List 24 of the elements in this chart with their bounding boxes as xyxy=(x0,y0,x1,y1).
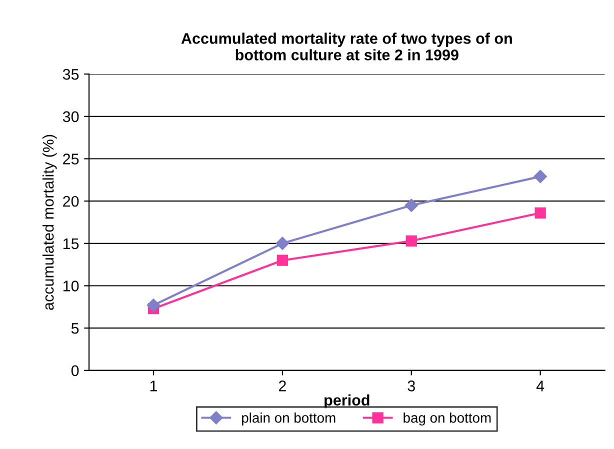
point xyxy=(276,236,290,250)
chart-title: Accumulated mortality rate of two types of on bottom culture at site 2 in 1999 xyxy=(181,32,512,60)
point xyxy=(404,198,418,212)
point xyxy=(534,170,547,184)
y-tick-label: 25 xyxy=(63,154,79,164)
x-tick-label: 2 xyxy=(278,380,286,392)
point xyxy=(534,207,546,218)
y-tick-label: 0 xyxy=(71,365,79,376)
x-tick-label: 1 xyxy=(150,380,158,392)
point xyxy=(276,254,288,266)
point xyxy=(406,235,417,246)
point xyxy=(146,298,160,312)
y-tick-label: 20 xyxy=(63,196,79,207)
legend-label: plain on bottom xyxy=(242,412,336,426)
y-tick-label: 35 xyxy=(62,68,79,80)
legend-label: bag on bottom xyxy=(404,412,491,426)
y-tick-label: 30 xyxy=(62,111,79,122)
y-tick-label: 5 xyxy=(71,323,79,334)
y-axis-title: accumulated mortality (%) xyxy=(42,134,57,310)
y-tick-label: 15 xyxy=(63,238,79,250)
x-tick-label: 4 xyxy=(536,380,544,392)
x-tick-label: 3 xyxy=(408,380,415,392)
x-axis-title: period xyxy=(324,394,370,409)
y-tick-label: 10 xyxy=(63,280,79,292)
